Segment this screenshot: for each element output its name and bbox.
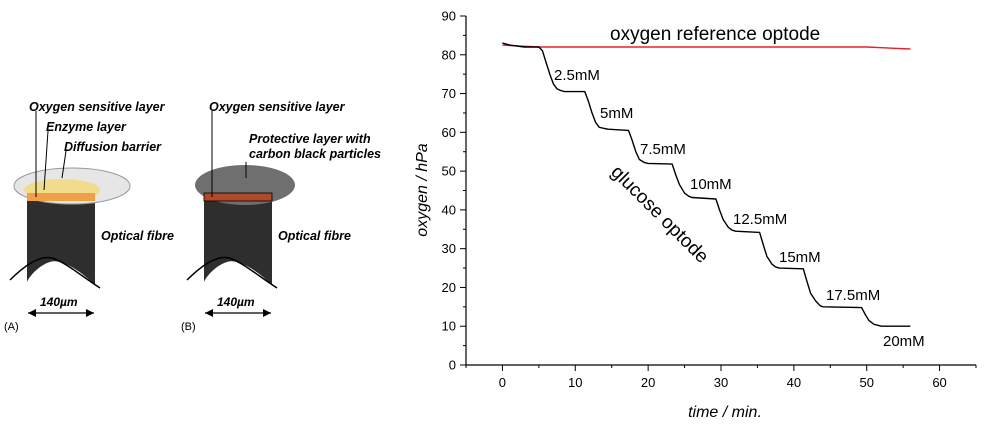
step-label-5mM: 5mM bbox=[600, 105, 633, 122]
fibre-a-bottom-curve bbox=[9, 256, 101, 289]
dimension-arrowhead-a-left bbox=[28, 309, 36, 317]
y-tick-label: 30 bbox=[442, 241, 456, 256]
fibre-b-body bbox=[204, 198, 272, 285]
step-label-15mM: 15mM bbox=[779, 249, 821, 266]
label-a-diffusion-barrier: Diffusion barrier bbox=[64, 140, 162, 154]
x-tick-label: 60 bbox=[932, 375, 946, 390]
dimension-arrowhead-a-right bbox=[86, 309, 94, 317]
panel-tag-a: (A) bbox=[4, 321, 19, 333]
chart-ticks: 0 10 20 30 40 50 60 0 10 20 30 40 50 60 70 80 90 bbox=[442, 9, 977, 390]
series-label-reference: oxygen reference optode bbox=[610, 24, 820, 45]
series-line-reference bbox=[502, 44, 911, 50]
y-tick-label: 0 bbox=[449, 358, 456, 373]
chart: 0 10 20 30 40 50 60 0 10 20 30 40 50 60 70 80 90 time / … bbox=[414, 9, 977, 421]
y-tick-label: 90 bbox=[442, 9, 456, 24]
dimension-label-a: 140µm bbox=[40, 295, 78, 309]
y-tick-label: 50 bbox=[442, 164, 456, 179]
y-tick-label: 70 bbox=[442, 86, 456, 101]
leader-enzyme-a bbox=[43, 130, 49, 191]
x-tick-label: 20 bbox=[641, 375, 655, 390]
step-label-12-5mM: 12.5mM bbox=[733, 211, 787, 228]
step-label-17-5mM: 17.5mM bbox=[826, 287, 880, 304]
dimension-arrowhead-b-right bbox=[263, 309, 271, 317]
label-b-oxygen-layer: Oxygen sensitive layer bbox=[209, 100, 346, 114]
dimension-label-b: 140µm bbox=[217, 295, 255, 309]
fibre-a-body bbox=[27, 198, 95, 285]
x-tick-label: 30 bbox=[714, 375, 728, 390]
x-axis-label: time / min. bbox=[688, 404, 762, 421]
x-tick-label: 0 bbox=[499, 375, 506, 390]
x-tick-label: 40 bbox=[787, 375, 801, 390]
leader-barrier-a bbox=[61, 150, 67, 179]
series-line-glucose bbox=[502, 42, 911, 327]
oxygen-layer-b bbox=[203, 192, 273, 202]
y-tick-label: 20 bbox=[442, 280, 456, 295]
step-label-7-5mM: 7.5mM bbox=[640, 141, 686, 158]
y-tick-label: 40 bbox=[442, 202, 456, 217]
x-tick-label: 10 bbox=[568, 375, 582, 390]
x-tick-label: 50 bbox=[859, 375, 873, 390]
schematic-panel-b: Oxygen sensitive layer Protective layer … bbox=[181, 100, 381, 333]
y-tick-label: 80 bbox=[442, 47, 456, 62]
label-b-protective-layer-1: Protective layer with bbox=[249, 132, 371, 146]
oxygen-layer-a bbox=[27, 193, 95, 201]
label-b-protective-layer-2: carbon black particles bbox=[249, 147, 381, 161]
label-a-optical-fibre: Optical fibre bbox=[101, 229, 174, 243]
step-label-10mM: 10mM bbox=[690, 176, 732, 193]
label-a-oxygen-layer: Oxygen sensitive layer bbox=[29, 100, 166, 114]
y-tick-label: 60 bbox=[442, 125, 456, 140]
label-b-optical-fibre: Optical fibre bbox=[278, 229, 351, 243]
step-label-20mM: 20mM bbox=[883, 333, 925, 350]
step-label-2-5mM: 2.5mM bbox=[554, 67, 600, 84]
dimension-arrowhead-b-left bbox=[205, 309, 213, 317]
fibre-b-bottom-curve bbox=[186, 256, 278, 289]
panel-tag-b: (B) bbox=[181, 321, 196, 333]
y-axis-label: oxygen / hPa bbox=[414, 143, 431, 237]
chart-series bbox=[502, 42, 911, 327]
label-a-enzyme-layer: Enzyme layer bbox=[46, 120, 127, 134]
y-tick-label: 10 bbox=[442, 319, 456, 334]
schematic-panel-a: Oxygen sensitive layer Enzyme layer Diff… bbox=[4, 100, 174, 333]
